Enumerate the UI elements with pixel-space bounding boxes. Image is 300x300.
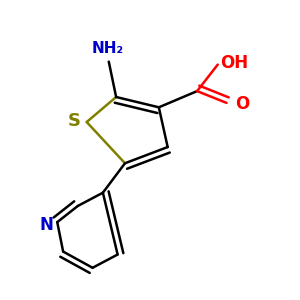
- Text: O: O: [235, 95, 249, 113]
- Text: NH₂: NH₂: [91, 41, 123, 56]
- Text: S: S: [68, 112, 81, 130]
- Text: N: N: [39, 216, 53, 234]
- Text: OH: OH: [220, 54, 248, 72]
